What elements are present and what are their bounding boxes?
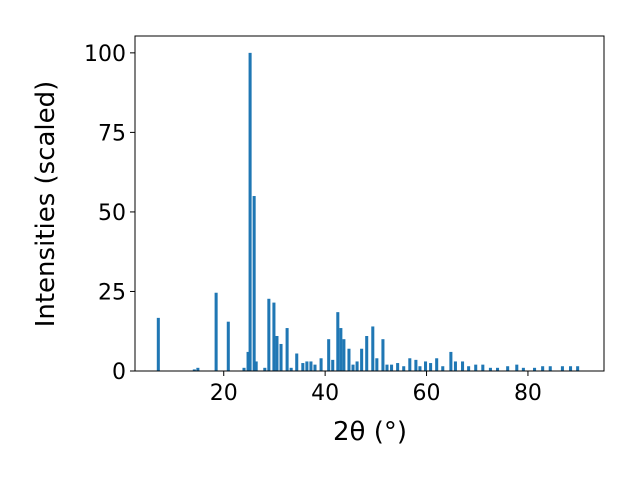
bar [488,367,492,371]
bar [424,361,428,371]
bar [385,364,389,371]
bar [541,366,545,371]
bar [449,351,453,371]
x-tick-label: 60 [413,381,441,406]
bar [319,358,323,371]
bar [365,336,369,371]
bar [402,366,406,371]
bar [156,317,160,371]
plot-frame [134,35,605,372]
bar [533,367,537,371]
bar [305,361,309,371]
bar [429,363,433,371]
bar [408,358,412,371]
bar [375,358,379,371]
bar [214,292,218,371]
bar [339,328,343,371]
bar [441,366,445,371]
bar [347,348,351,371]
bar [351,364,355,371]
bar [226,321,230,371]
bar [263,367,267,371]
bar [396,363,400,371]
bar [569,366,573,371]
x-tick-label: 40 [311,381,339,406]
y-tick-label: 25 [98,280,126,305]
y-tick-label: 75 [98,121,126,146]
bar [548,366,552,371]
bar [313,364,317,371]
bar [360,348,364,371]
bar [289,367,293,371]
bar [254,361,258,371]
bar [327,339,331,371]
bar [252,196,256,371]
y-tick-label: 50 [98,201,126,226]
bar [246,351,250,371]
bar [560,366,564,371]
bar [390,364,394,371]
bar [381,339,385,371]
bar [248,52,252,371]
bar [301,363,305,371]
bar [515,364,519,371]
bar [506,366,510,371]
bar [342,339,346,371]
bar [331,359,335,371]
y-axis-label: Intensities (scaled) [31,81,61,328]
bar [481,364,485,371]
bar [418,366,422,371]
bar [474,364,478,371]
y-tick-label: 0 [112,360,126,385]
bar [192,369,196,371]
bar [196,367,200,371]
bar [336,312,340,371]
bar [576,366,580,371]
bar [275,336,279,371]
bar [371,326,375,371]
bar [461,361,465,371]
bar [285,328,289,371]
bar [279,343,283,371]
x-tick-label: 20 [210,381,238,406]
bar [467,366,471,371]
bar [242,367,246,371]
bar [355,361,359,371]
bar [295,353,299,371]
bar [435,358,439,371]
bar [309,361,313,371]
bar [521,367,525,371]
bar [414,359,418,371]
bar [453,361,457,371]
x-axis-label: 2θ (°) [333,417,407,447]
bar [267,298,271,371]
bar [496,367,500,371]
x-tick-label: 80 [514,381,542,406]
y-tick-label: 100 [84,42,126,67]
bar [272,302,276,371]
